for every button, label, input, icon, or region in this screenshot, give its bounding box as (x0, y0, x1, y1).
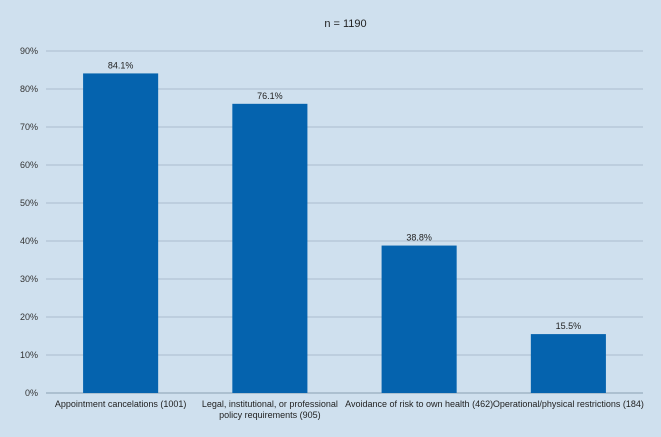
y-tick-label: 70% (20, 122, 38, 132)
y-tick-label: 0% (25, 388, 38, 398)
x-category-label: Appointment cancelations (1001) (55, 399, 187, 409)
bar-value-label: 84.1% (108, 60, 134, 70)
chart-title: n = 1190 (324, 18, 366, 30)
y-tick-label: 30% (20, 274, 38, 284)
y-tick-label: 60% (20, 160, 38, 170)
bar-value-label: 15.5% (556, 321, 582, 331)
bar (83, 73, 159, 394)
x-axis-categories: Appointment cancelations (1001) Legal, in… (55, 399, 644, 420)
bar (381, 245, 457, 393)
x-category-label: Avoidance of risk to own health (462) (345, 399, 493, 409)
x-category-label: Legal, institutional, or professional pol… (202, 399, 338, 420)
bar-value-labels: 84.1% 76.1% 38.8% 15.5% (108, 60, 581, 331)
y-tick-label: 10% (20, 350, 38, 360)
y-tick-label: 20% (20, 312, 38, 322)
bar-value-label: 38.8% (406, 233, 432, 243)
y-axis-ticks: 0% 10% 20% 30% 40% 50% 60% 70% 80% 90% (20, 46, 38, 398)
y-tick-label: 80% (20, 84, 38, 94)
y-tick-label: 90% (20, 46, 38, 56)
bar (530, 334, 606, 393)
bar (232, 103, 308, 393)
bar-value-label: 76.1% (257, 91, 283, 101)
x-category-label: Operational/physical restrictions (184) (493, 399, 644, 409)
bars (83, 73, 606, 394)
y-tick-label: 50% (20, 198, 38, 208)
y-tick-label: 40% (20, 236, 38, 246)
